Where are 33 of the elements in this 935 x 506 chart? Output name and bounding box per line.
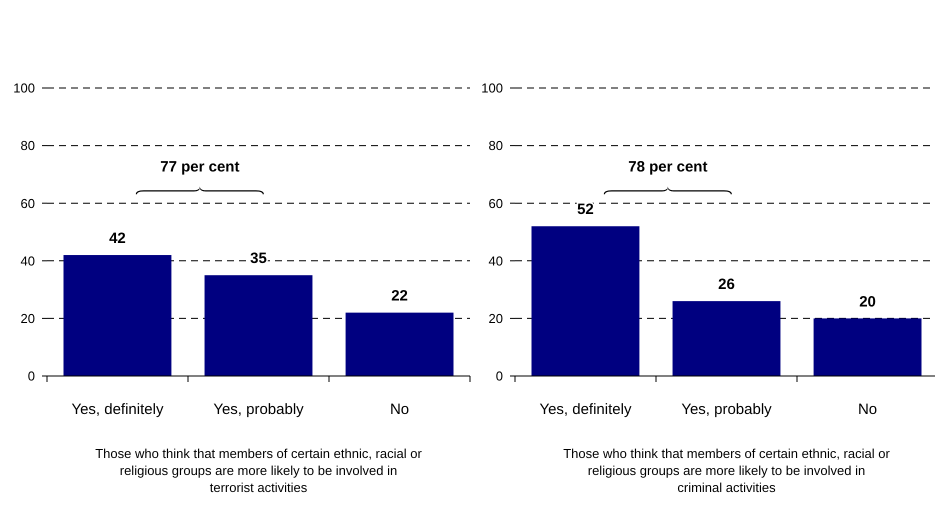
bar bbox=[346, 312, 454, 376]
y-tick-label: 60 bbox=[20, 196, 35, 211]
bar bbox=[204, 275, 312, 376]
y-tick-label: 20 bbox=[20, 310, 35, 326]
data-label: 52 bbox=[577, 201, 594, 218]
x-tick-label: No bbox=[858, 401, 878, 418]
x-axis-title: Those who think that members of certain ethnic, racial or religious groups are more likely to be involved in terrorist activities bbox=[95, 446, 422, 495]
x-tick-label: Yes, definitely bbox=[71, 401, 164, 418]
y-tick-label: 0 bbox=[28, 368, 35, 384]
annotation: 77 per cent bbox=[160, 158, 240, 176]
x-tick-label: Yes, definitely bbox=[539, 401, 632, 418]
y-tick-label: 100 bbox=[481, 80, 503, 96]
x-tick-label: No bbox=[390, 401, 410, 418]
y-tick-label: 40 bbox=[488, 253, 503, 268]
y-tick-label: 0 bbox=[496, 368, 503, 384]
bar bbox=[64, 255, 172, 376]
data-label: 26 bbox=[718, 276, 735, 294]
y-tick-label: 80 bbox=[20, 138, 35, 154]
bar bbox=[532, 226, 640, 376]
y-tick-label: 40 bbox=[20, 253, 35, 268]
annotation: 78 per cent bbox=[628, 158, 708, 176]
x-tick-label: Yes, probably bbox=[213, 401, 304, 418]
x-axis-title: Those who think that members of certain ethnic, racial or religious groups are more likely to be involved in criminal activities bbox=[563, 446, 890, 495]
data-label: 22 bbox=[391, 288, 408, 305]
y-tick-label: 100 bbox=[13, 80, 35, 96]
bar bbox=[672, 301, 780, 376]
data-label: 20 bbox=[859, 293, 876, 310]
x-tick-label: Yes, probably bbox=[681, 401, 772, 418]
y-tick-label: 80 bbox=[488, 138, 503, 154]
y-tick-label: 60 bbox=[488, 196, 503, 211]
y-tick-label: 20 bbox=[488, 310, 503, 326]
bar bbox=[814, 318, 922, 376]
data-label: 42 bbox=[109, 230, 126, 248]
